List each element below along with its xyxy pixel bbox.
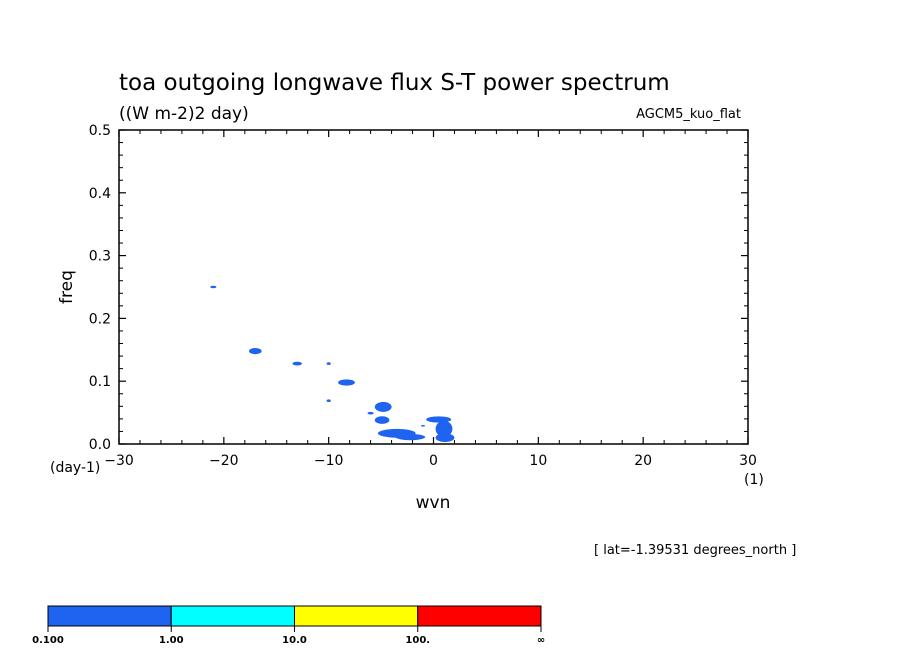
units-label: ((W m-2)2 day) (119, 104, 249, 124)
colorbar: 0.100 1.00 10.0 100. ∞ (32, 605, 545, 646)
contour-fill-region (435, 433, 455, 443)
colorbar-segment (417, 605, 542, 627)
y-unit-label: (day-1) (50, 460, 100, 476)
chart-title: toa outgoing longwave flux S-T power spe… (119, 70, 670, 96)
colorbar-segment (170, 605, 295, 627)
x-tick-label: 0 (429, 453, 438, 469)
y-tick-label: 0.5 (89, 123, 111, 139)
y-axis-label: freq (57, 270, 77, 304)
x-tick-label: −30 (104, 453, 134, 469)
contour-fill-region (395, 434, 426, 441)
contour-fill-region (374, 416, 390, 424)
x-tick-label: 10 (529, 453, 547, 469)
axis-ticks: −30 −20 −10 0 10 20 30 0.0 0.1 0.2 0.3 0.4 0.5 (89, 123, 757, 469)
contour-fill-region (249, 348, 262, 355)
colorbar-segment (294, 605, 419, 627)
contour-fill-region (367, 411, 374, 415)
contour-fill-region (420, 425, 426, 427)
x-unit-label: (1) (744, 472, 764, 488)
y-tick-label: 0.3 (89, 249, 111, 265)
y-tick-label: 0.4 (89, 186, 111, 202)
contour-fill-region (292, 361, 302, 366)
y-tick-label: 0.0 (89, 437, 111, 453)
colorbar-boundary-label: 10.0 (282, 635, 307, 646)
contour-fill-region (338, 379, 355, 386)
contour-fill-region (210, 285, 217, 289)
contour-fill-region (326, 362, 331, 365)
colorbar-boundary-label: 0.100 (32, 635, 64, 646)
y-tick-label: 0.1 (89, 374, 111, 390)
x-axis-label: wvn (416, 493, 451, 513)
latitude-annotation: [ lat=-1.39531 degrees_north ] (594, 543, 796, 558)
colorbar-boundary-label: ∞ (537, 635, 545, 646)
y-tick-label: 0.2 (89, 311, 111, 327)
contour-fill-region (374, 401, 392, 412)
colorbar-boundary-label: 100. (405, 635, 430, 646)
x-tick-label: 20 (634, 453, 652, 469)
x-tick-label: 30 (739, 453, 757, 469)
model-label: AGCM5_kuo_flat (636, 107, 741, 122)
x-tick-label: −10 (314, 453, 344, 469)
contour-fill-region (435, 420, 453, 438)
filled-contour-regions (210, 285, 455, 443)
colorbar-segment (47, 605, 172, 627)
contour-fill-region (326, 399, 331, 403)
x-tick-label: −20 (209, 453, 239, 469)
colorbar-boundary-label: 1.00 (159, 635, 184, 646)
